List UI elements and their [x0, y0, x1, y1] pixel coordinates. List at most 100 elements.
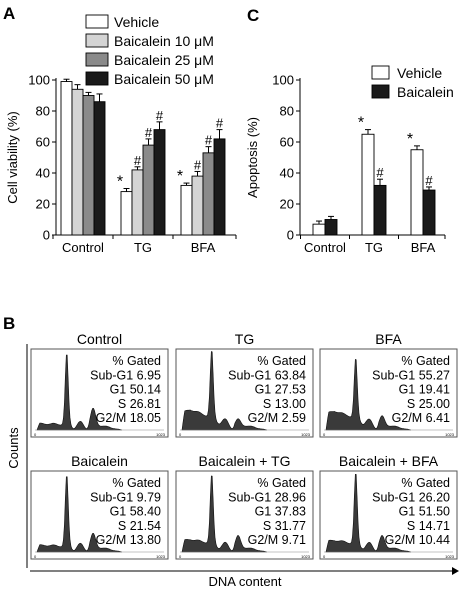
category-label: BFA: [411, 240, 436, 255]
y-tick-label: 80: [280, 104, 294, 119]
bar: [373, 184, 387, 236]
bar: [93, 101, 106, 236]
legend-swatch: [371, 65, 390, 80]
y-tick-label: 0: [43, 228, 50, 243]
significance-mark: #: [134, 153, 142, 168]
axis-tick-label: 1023: [301, 432, 311, 437]
legend-label: Baicalein 25 μM: [114, 52, 214, 68]
legend-label: Baicalein: [397, 84, 454, 100]
gated-value: G1 27.53: [255, 383, 306, 397]
y-tick-label: 60: [36, 135, 50, 150]
gated-value: S 31.77: [263, 519, 306, 533]
panel-letter-c: C: [247, 6, 259, 25]
flow-x-label: DNA content: [209, 574, 282, 589]
gated-value: S 25.00: [407, 397, 450, 411]
axis-tick-label: 0: [34, 554, 37, 559]
gated-value: G2/M 10.44: [385, 533, 450, 547]
significance-mark: #: [216, 116, 224, 131]
y-tick-label: 40: [280, 166, 294, 181]
y-tick-label: 20: [36, 197, 50, 212]
bar: [361, 133, 375, 236]
axis-tick-label: 1023: [156, 432, 166, 437]
significance-mark: #: [376, 165, 384, 180]
histogram-frame: [30, 348, 169, 438]
gated-header: % Gated: [257, 354, 306, 368]
axis-tick-label: 0: [179, 432, 182, 437]
dna-histogram: [325, 358, 411, 431]
histogram-title: Baicalein + BFA: [339, 453, 439, 469]
bar: [180, 184, 193, 236]
gated-value: G1 37.83: [255, 505, 306, 519]
significance-mark: #: [425, 173, 433, 188]
significance-mark: #: [194, 157, 202, 172]
gated-value: G2/M 9.71: [248, 533, 306, 547]
axis-tick-label: 1023: [445, 432, 455, 437]
legend-swatch: [85, 52, 109, 67]
gated-value: Sub-G1 63.84: [228, 368, 306, 382]
significance-mark: #: [205, 133, 213, 148]
gated-value: G2/M 6.41: [392, 411, 450, 425]
dna-histogram: [36, 476, 122, 553]
category-label: Control: [62, 240, 104, 255]
gated-header: % Gated: [112, 476, 161, 490]
y-axis-label: Cell viability (%): [5, 111, 20, 203]
significance-mark: *: [407, 131, 413, 148]
legend-label: Baicalein 50 μM: [114, 71, 214, 87]
significance-mark: #: [156, 108, 164, 123]
gated-value: G2/M 2.59: [248, 411, 306, 425]
gated-value: G2/M 18.05: [96, 411, 161, 425]
legend-swatch: [85, 14, 109, 29]
axis-tick-label: 1023: [301, 554, 311, 559]
gated-value: G1 51.50: [399, 505, 450, 519]
panel-c-chart: 0 20 40 60 80 100 Apoptosis (%) Control TG * # BFA *…: [245, 65, 454, 255]
category-label: Control: [304, 240, 346, 255]
axis-tick-label: 1023: [445, 554, 455, 559]
gated-header: % Gated: [401, 476, 450, 490]
dna-histogram: [181, 351, 267, 431]
y-tick-label: 20: [280, 197, 294, 212]
axis-tick-label: 0: [34, 432, 37, 437]
bar: [324, 219, 338, 236]
gated-value: S 13.00: [263, 397, 306, 411]
gated-value: Sub-G1 6.95: [90, 368, 161, 382]
bar: [422, 189, 436, 236]
bar: [213, 138, 226, 236]
y-tick-label: 100: [272, 73, 294, 88]
legend-label: Baicalein 10 μM: [114, 33, 214, 49]
gated-value: G1 58.40: [110, 505, 161, 519]
panel-letter-b: B: [3, 314, 15, 333]
legend-swatch: [85, 71, 109, 86]
gated-value: G1 50.14: [110, 383, 161, 397]
axis-tick-label: 0: [323, 432, 326, 437]
gated-value: Sub-G1 9.79: [90, 490, 161, 504]
flow-y-label: Counts: [6, 427, 21, 469]
gated-header: % Gated: [257, 476, 306, 490]
significance-mark: #: [145, 125, 153, 140]
y-tick-label: 40: [36, 166, 50, 181]
bar: [410, 149, 424, 236]
legend-swatch: [371, 84, 390, 99]
histogram-frame: [30, 470, 169, 560]
y-axis-label: Apoptosis (%): [245, 117, 260, 198]
bar: [82, 95, 95, 236]
histogram-title: BFA: [375, 331, 402, 347]
gated-header: % Gated: [112, 354, 161, 368]
dna-histogram: [36, 354, 122, 431]
panel-a-chart: 0 20 40 60 80 100 Cell viability (%) Control TG *…: [5, 14, 237, 255]
gated-value: S 26.81: [118, 397, 161, 411]
y-tick-label: 100: [28, 73, 50, 88]
gated-header: % Gated: [401, 354, 450, 368]
category-label: TG: [365, 240, 383, 255]
gated-value: Sub-G1 28.96: [228, 490, 306, 504]
gated-value: G2/M 13.80: [96, 533, 161, 547]
gated-value: S 14.71: [407, 519, 450, 533]
gated-value: S 21.54: [118, 519, 161, 533]
y-tick-label: 80: [36, 104, 50, 119]
y-tick-label: 60: [280, 135, 294, 150]
